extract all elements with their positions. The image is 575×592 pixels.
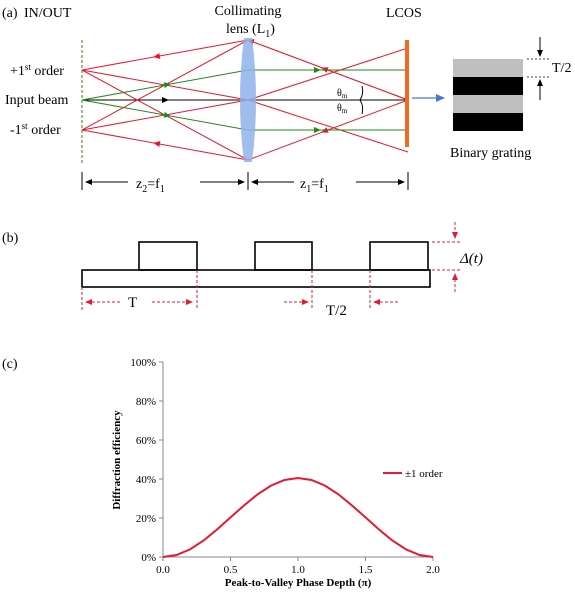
delta-label: Δ(t)	[459, 251, 483, 267]
panel-b-label: (b)	[2, 231, 19, 246]
in-out-label: IN/OUT	[24, 6, 72, 21]
x-tick-label: 1.0	[291, 564, 305, 576]
legend: ±1 order	[383, 468, 443, 480]
grating-stripe-light	[453, 95, 523, 113]
theta-arc	[359, 85, 364, 101]
lens-label-line1: Collimating	[215, 4, 282, 19]
grating-base	[81, 269, 431, 288]
z1-label: z1=f1	[300, 177, 329, 195]
y-tick-label: 20%	[136, 513, 156, 525]
x-tick-label: 0.0	[156, 564, 170, 576]
red-ray	[247, 47, 409, 101]
y-tick-label: 40%	[136, 474, 156, 486]
y-tick-label: 100%	[130, 357, 156, 369]
half-period-label: T/2	[326, 303, 347, 319]
red-ray-arrow	[153, 141, 161, 147]
x-tick-label: 1.5	[359, 564, 373, 576]
x-axis-label: Peak-to-Valley Phase Depth (π)	[225, 577, 372, 589]
green-ray-arrow	[159, 82, 171, 89]
green-ray-arrow	[159, 111, 171, 118]
efficiency-chart: 0% 20% 40% 60% 80% 100% 0.0 0.5 1.0 1.5 2.0 Diffr…	[111, 357, 443, 589]
red-ray-arrow	[153, 53, 161, 59]
grating-tooth	[254, 241, 313, 271]
lens-label-line2: lens (L1)	[226, 22, 275, 40]
legend-label: ±1 order	[405, 468, 443, 480]
y-tick-label: 60%	[136, 435, 156, 447]
red-ray	[247, 99, 409, 153]
grating-stripe-light	[453, 59, 523, 77]
series-line-plus-minus-first-order	[162, 476, 434, 558]
z2-label: z2=f1	[136, 177, 165, 195]
green-rays	[81, 67, 408, 133]
y-ticks: 0% 20% 40% 60% 80% 100%	[130, 357, 163, 564]
plus-first-order-label: +1st order	[10, 62, 64, 79]
period-label: T	[128, 295, 137, 311]
lcos-panel	[405, 40, 409, 147]
red-ray	[81, 129, 249, 161]
minus-first-order-label: -1st order	[10, 121, 61, 138]
grating-tooth	[138, 241, 198, 271]
panel-c-label: (c)	[2, 357, 18, 372]
red-guides	[81, 222, 460, 310]
panel-b: (b) T T/2 Δ(t)	[2, 222, 483, 319]
theta-arc	[359, 99, 364, 115]
red-ray	[81, 39, 249, 71]
grating-stripe-dark	[453, 77, 523, 95]
y-tick-label: 0%	[141, 552, 156, 564]
panel-a-label: (a)	[2, 6, 18, 21]
x-tick-label: 0.5	[224, 564, 238, 576]
binary-grating	[453, 59, 523, 131]
x-tick-label: 2.0	[426, 564, 440, 576]
theta-label-lower: θm	[337, 103, 348, 115]
y-tick-label: 80%	[136, 396, 156, 408]
x-ticks: 0.0 0.5 1.0 1.5 2.0	[156, 557, 440, 576]
panel-c: (c) 0% 20% 40% 60% 80% 100% 0.0 0.5 1.0 1.5 2.0 D…	[2, 357, 443, 589]
input-beam-label: Input beam	[5, 93, 68, 108]
y-axis-label: Diffraction efficiency	[111, 410, 123, 510]
theta-label-upper: θm	[337, 88, 348, 100]
grating-stripe-dark	[453, 113, 523, 131]
grating-tooth	[369, 241, 429, 271]
grating-half-period-label: T/2	[552, 61, 571, 76]
lcos-label: LCOS	[386, 6, 422, 21]
panel-a: (a) IN/OUT Collimating lens (L1) LCOS +1…	[2, 4, 571, 195]
collimating-lens	[240, 38, 256, 162]
binary-grating-label: Binary grating	[450, 146, 531, 161]
